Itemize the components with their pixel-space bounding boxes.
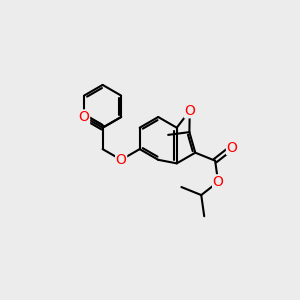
Text: O: O bbox=[79, 110, 89, 124]
Text: O: O bbox=[116, 153, 127, 167]
Text: O: O bbox=[184, 104, 195, 118]
Text: O: O bbox=[226, 140, 237, 154]
Text: O: O bbox=[213, 175, 224, 189]
